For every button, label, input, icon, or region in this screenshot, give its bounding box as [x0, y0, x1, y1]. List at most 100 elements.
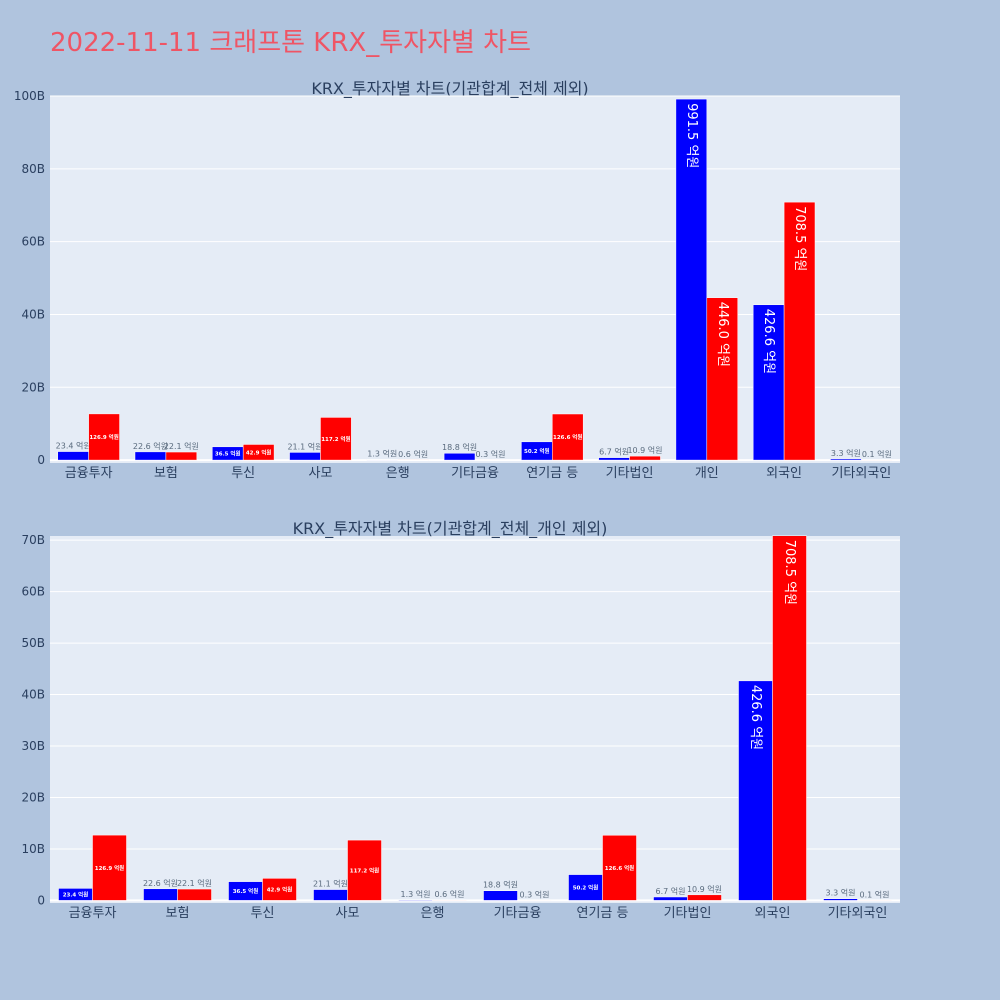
bar-label: 0.3 억원 [520, 889, 550, 899]
bar-label: 0.6 억원 [435, 889, 465, 899]
x-tick-label: 외국인 [755, 906, 791, 921]
bar[interactable] [675, 98, 708, 461]
chart-title: KRX_투자자별 차트(기관합계_전체 제외) [311, 79, 588, 99]
chart-bottom: KRX_투자자별 차트(기관합계_전체_개인 제외) 0 10B 20B 30B 40B 5… [21, 519, 900, 921]
bar-label: 117.2 억원 [350, 866, 379, 874]
bar-label: 126.9 억원 [89, 433, 118, 441]
bar-label: 446.0 억원 [715, 302, 730, 367]
x-tick-label: 연기금 등 [577, 906, 629, 921]
y-tick-label: 80B [21, 162, 45, 176]
bar[interactable] [366, 459, 398, 461]
x-tick-label: 기타외국인 [828, 906, 888, 921]
x-tick-label: 기타금융 [494, 906, 542, 921]
bar[interactable] [552, 413, 584, 461]
bar[interactable] [629, 455, 661, 461]
bar-label: 426.6 억원 [748, 685, 763, 750]
chart-top: KRX_투자자별 차트(기관합계_전체 제외) 0 20B 40B 60B 80B 100B… [14, 79, 900, 481]
x-tick-label: 외국인 [766, 466, 802, 481]
bar-label: 6.7 억원 [599, 447, 629, 457]
bar-label: 22.6 억원 [143, 878, 178, 888]
bar-label: 126.6 억원 [553, 433, 582, 441]
bar-label: 50.2 억원 [524, 447, 550, 455]
y-tick-label: 50B [21, 636, 45, 650]
y-tick-label: 0 [37, 893, 45, 907]
bar[interactable] [474, 459, 507, 461]
bar-label: 0.3 억원 [475, 449, 505, 459]
x-tick-label: 금융투자 [65, 466, 113, 481]
bar-label: 10.9 억원 [687, 884, 722, 894]
bar[interactable] [483, 890, 518, 901]
bar[interactable] [262, 878, 297, 901]
bar-label: 126.6 억원 [605, 864, 634, 872]
bar-label: 42.9 억원 [267, 885, 293, 893]
bar-label: 21.1 억원 [313, 879, 348, 889]
bar[interactable] [857, 900, 892, 902]
bar-label: 22.1 억원 [164, 441, 199, 451]
x-tick-label: 보험 [166, 906, 190, 921]
bar[interactable] [823, 898, 858, 901]
bar[interactable] [313, 889, 348, 901]
x-tick-label: 사모 [336, 906, 360, 921]
bar[interactable] [830, 458, 862, 461]
bar[interactable] [706, 297, 738, 461]
bar-label: 1.3 억원 [367, 449, 397, 459]
x-tick-label: 은행 [421, 905, 445, 921]
bar-label: 0.1 억원 [862, 449, 892, 459]
bar-label: 23.4 억원 [56, 441, 91, 451]
bar-label: 50.2 억원 [573, 884, 599, 892]
bar[interactable] [289, 452, 321, 461]
y-tick-label: 0 [37, 453, 45, 467]
bar[interactable] [861, 459, 893, 461]
bar-label: 36.5 억원 [215, 449, 241, 457]
x-tick-label: 기타법인 [664, 906, 712, 921]
x-tick-label: 투신 [251, 906, 275, 921]
y-tick-label: 60B [21, 585, 45, 599]
bar[interactable] [398, 899, 433, 901]
bar-label: 10.9 억원 [627, 445, 662, 455]
bar[interactable] [92, 834, 127, 901]
bar[interactable] [738, 680, 773, 901]
bar-label: 18.8 억원 [442, 442, 477, 452]
bar-label: 22.6 억원 [133, 441, 168, 451]
bar[interactable] [517, 900, 552, 902]
bar[interactable] [602, 835, 637, 901]
y-tick-label: 30B [21, 739, 45, 753]
bar[interactable] [687, 894, 722, 901]
bar-label: 708.5 억원 [792, 206, 807, 271]
bar[interactable] [432, 899, 467, 901]
bar-label: 42.9 억원 [246, 448, 272, 456]
bar[interactable] [397, 459, 429, 461]
bar[interactable] [88, 413, 120, 461]
bar[interactable] [752, 304, 785, 461]
bar[interactable] [320, 417, 352, 461]
bar-label: 991.5 억원 [684, 103, 699, 168]
bar[interactable] [134, 451, 167, 461]
bar[interactable] [347, 839, 382, 901]
bar[interactable] [783, 201, 816, 461]
x-tick-label: 은행 [386, 465, 410, 481]
x-tick-label: 보험 [154, 466, 178, 481]
bar[interactable] [57, 451, 89, 461]
x-tick-label: 기타금융 [451, 466, 499, 481]
bar[interactable] [772, 535, 807, 901]
bar[interactable] [598, 457, 630, 461]
bar[interactable] [143, 888, 178, 901]
bar[interactable] [443, 452, 476, 461]
x-tick-label: 투신 [231, 466, 255, 481]
x-tick-label: 기타법인 [606, 466, 654, 481]
bar[interactable] [568, 874, 603, 901]
bar-label: 426.6 억원 [761, 309, 776, 374]
bar-label: 126.9 억원 [95, 864, 124, 872]
bar-label: 3.3 억원 [826, 888, 856, 898]
y-tick-label: 40B [21, 688, 45, 702]
bar[interactable] [165, 451, 198, 461]
bar[interactable] [242, 444, 275, 461]
bar[interactable] [177, 888, 212, 901]
bar-label: 3.3 억원 [831, 448, 861, 458]
bar[interactable] [653, 896, 688, 901]
x-tick-label: 개인 [695, 466, 719, 481]
y-tick-label: 70B [21, 533, 45, 547]
bar-label: 21.1 억원 [287, 441, 322, 451]
bar-label: 708.5 억원 [782, 540, 797, 605]
